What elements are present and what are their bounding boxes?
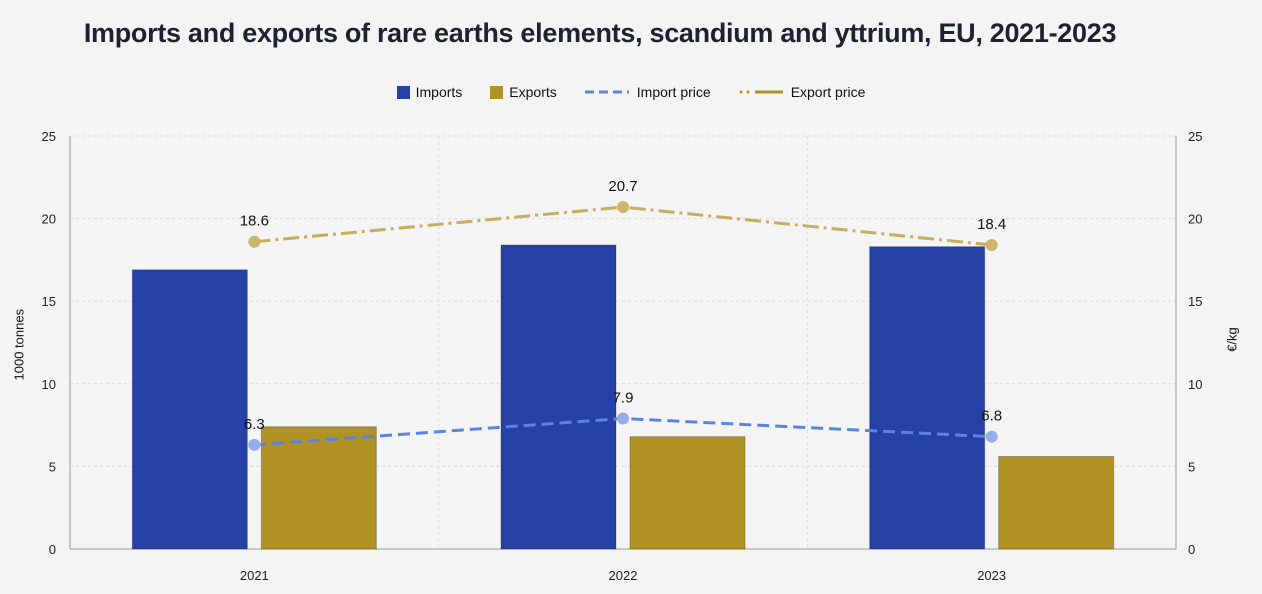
y-tick-label-right: 15 [1188,294,1202,309]
legend-item-import-price: Import price [584,84,711,100]
legend: Imports Exports Import price Export pric… [0,84,1262,100]
bar-exports [629,436,746,550]
bar-imports [131,269,248,550]
legend-label-exports: Exports [509,84,557,100]
bar-imports [500,244,617,550]
y-tick-label-left: 15 [42,294,56,309]
y-tick-label-right: 20 [1188,212,1202,227]
chart-title: Imports and exports of rare earths eleme… [83,18,1117,48]
y-tick-label-left: 20 [42,212,56,227]
marker-import-price [617,412,629,425]
y-tick-label-left: 10 [42,377,56,392]
data-label-export-price: 18.6 [240,213,269,230]
legend-item-exports: Exports [490,84,557,100]
x-tick-label: 2021 [240,568,269,583]
data-label-import-price: 6.8 [981,408,1002,425]
legend-item-export-price: Export price [739,84,866,100]
data-label-import-price: 6.3 [244,416,265,433]
legend-swatch-exports [490,85,504,99]
marker-export-price [985,239,998,252]
marker-import-price [985,430,998,443]
y-tick-label-right: 5 [1188,459,1195,474]
y-tick-label-right: 0 [1188,542,1195,557]
y-tick-label-left: 25 [42,129,56,144]
marker-export-price [248,235,261,248]
data-label-export-price: 20.7 [608,178,637,195]
legend-label-export-price: Export price [790,84,866,100]
marker-export-price [617,201,629,214]
y-tick-label-right: 25 [1188,129,1202,144]
data-label-import-price: 7.9 [613,389,634,406]
bar-exports [260,426,377,550]
x-tick-label: 2023 [977,568,1006,583]
legend-item-imports: Imports [396,84,463,100]
legend-line-export-price [739,90,783,94]
y-tick-label-left: 0 [49,542,56,557]
x-tick-label: 2022 [609,568,638,583]
bar-exports [998,455,1115,550]
marker-import-price [248,438,261,451]
y-tick-label-left: 5 [49,459,56,474]
bar-imports [869,246,986,550]
legend-label-imports: Imports [415,84,463,100]
y-tick-label-right: 10 [1188,377,1202,392]
legend-line-import-price [584,90,629,94]
data-label-export-price: 18.4 [977,216,1006,233]
legend-swatch-imports [396,85,410,99]
legend-label-import-price: Import price [636,84,711,100]
